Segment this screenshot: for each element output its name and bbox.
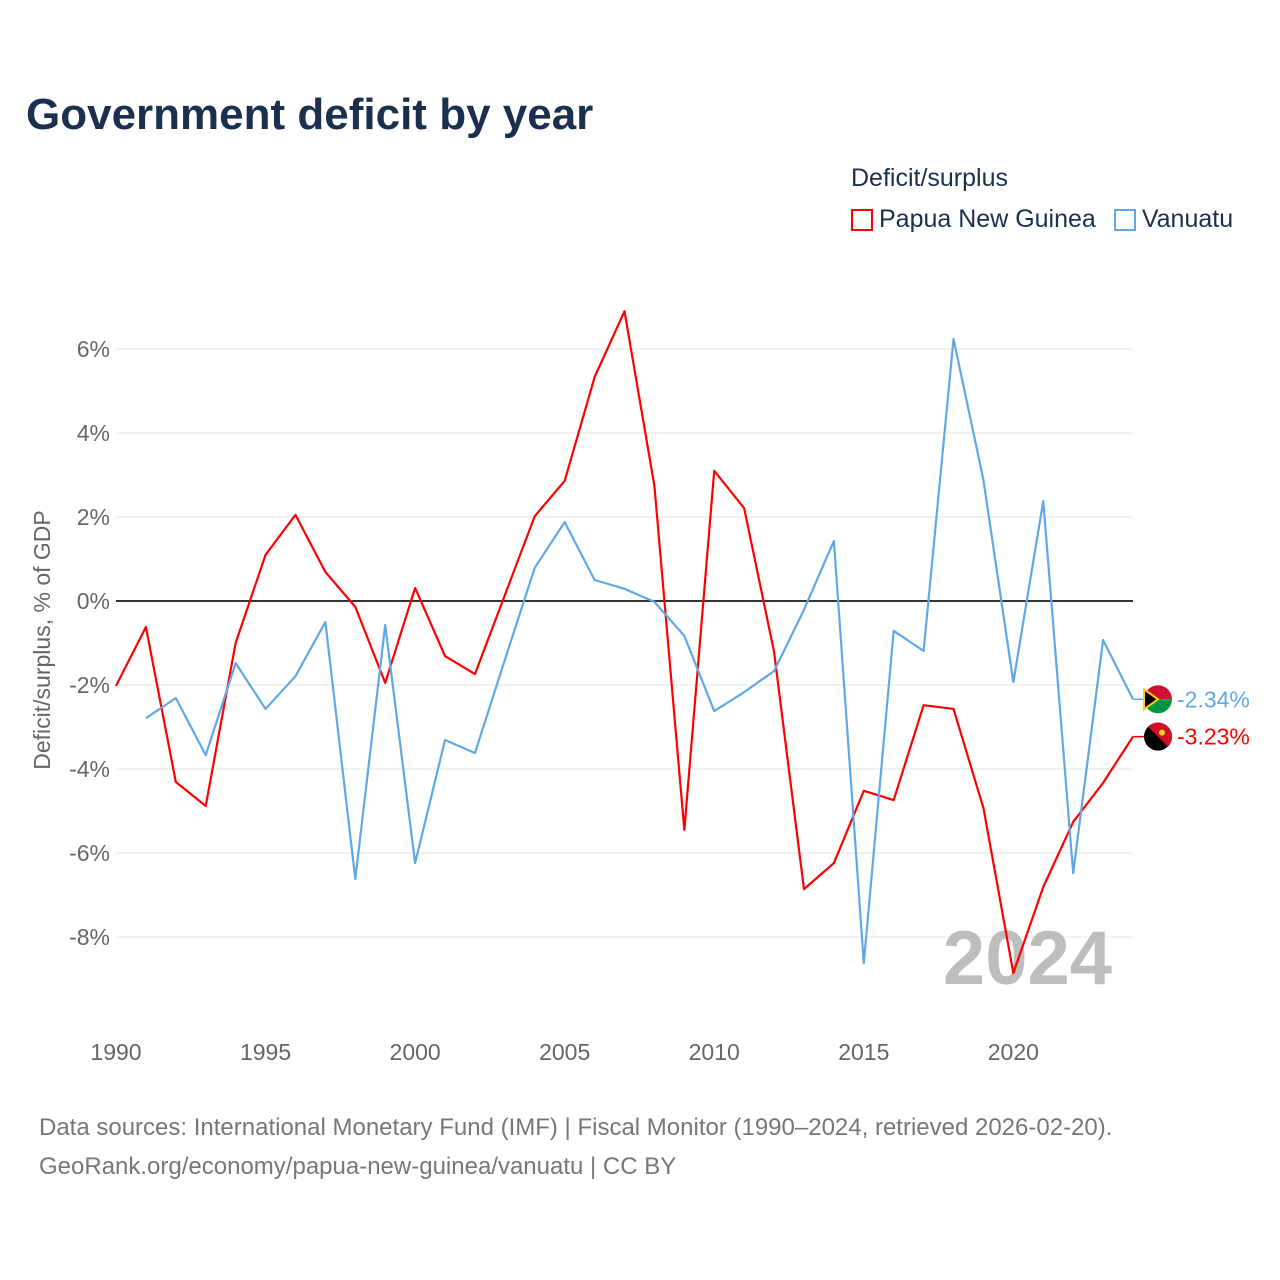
y-tick-label: 6% [77,336,110,362]
series-line-papua-new-guinea [115,310,1134,975]
series-line-vanuatu [145,337,1134,965]
x-tick-label: 2005 [539,1039,590,1065]
y-tick-label: -8% [69,924,110,950]
legend-swatch-red [851,208,873,231]
y-tick-label: -4% [69,756,110,782]
legend-swatch-blue [1113,208,1136,231]
year-watermark: 2024 [943,916,1112,1001]
legend-label: Papua New Guinea [879,205,1096,233]
x-tick-label: 2015 [838,1039,889,1065]
end-value-label: -2.34% [1177,686,1250,712]
x-tick-label: 2010 [689,1039,740,1065]
legend-title: Deficit/surplus [851,164,1008,192]
legend-item-vanuatu[interactable]: Vanuatu [1113,205,1234,234]
source-note: Data sources: International Monetary Fun… [39,1108,1112,1186]
y-tick-label: 2% [77,504,110,530]
x-tick-label: 2020 [988,1039,1039,1065]
legend: Papua New Guinea Vanuatu [851,205,1233,234]
y-tick-label: 4% [77,420,110,446]
legend-item-papua-new-guinea[interactable]: Papua New Guinea [851,205,1096,234]
y-tick-label: -2% [69,672,110,698]
x-tick-label: 1995 [240,1039,291,1065]
end-value-label: -3.23% [1177,724,1250,750]
papua-new-guinea-flag-icon [1144,722,1173,751]
source-line-1: Data sources: International Monetary Fun… [39,1114,1113,1141]
y-tick-label: 0% [77,588,110,614]
chart-title: Government deficit by year [26,90,594,139]
vanuatu-flag-icon [1143,685,1172,714]
y-tick-label: -6% [69,840,110,866]
x-tick-label: 1990 [90,1039,141,1065]
y-axis-label: Deficit/surplus, % of GDP [29,510,55,769]
legend-label: Vanuatu [1141,205,1234,233]
source-line-2: GeoRank.org/economy/papua-new-guinea/van… [39,1153,677,1180]
x-tick-label: 2000 [390,1039,441,1065]
